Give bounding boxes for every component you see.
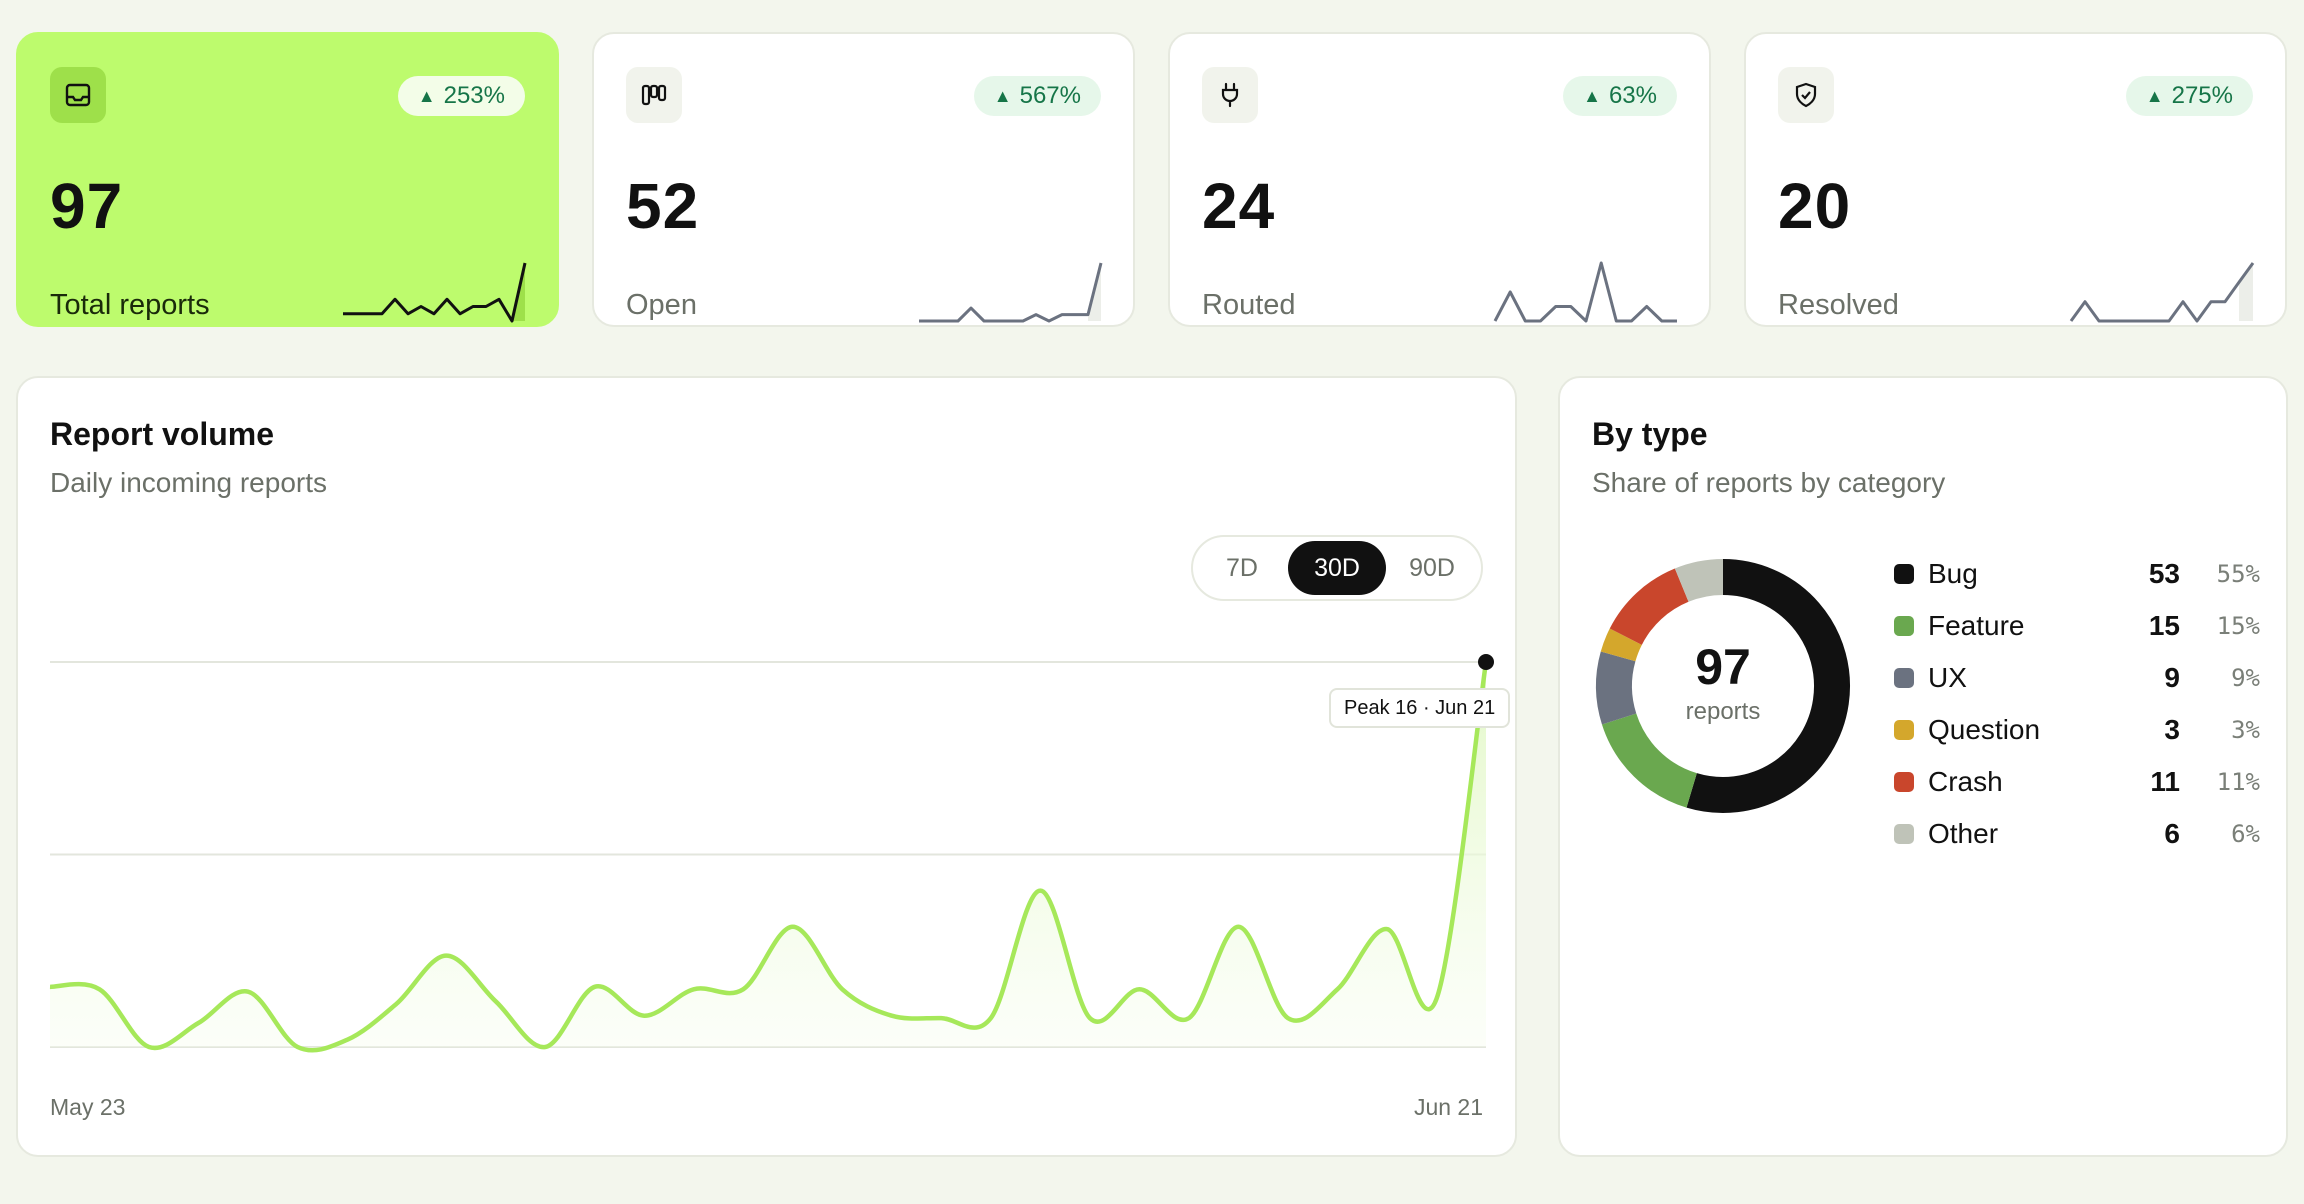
sparkline-line: [343, 262, 527, 323]
up-arrow-icon: ▲: [993, 85, 1012, 106]
volume-line-chart: [49, 654, 1494, 1053]
type-donut-chart: [1596, 559, 1850, 813]
donut-slice-crash[interactable]: [1609, 568, 1690, 646]
range-7d-button[interactable]: 7D: [1226, 553, 1258, 582]
up-arrow-icon: ▲: [417, 85, 436, 106]
stat-card-open[interactable]: ▲ 567% 52 Open: [592, 32, 1135, 327]
legend-swatch: [1894, 616, 1914, 636]
donut-slice-bug[interactable]: [1686, 559, 1850, 813]
kanban-icon: [626, 67, 682, 123]
range-30d-button[interactable]: 30D: [1288, 541, 1386, 595]
up-arrow-icon: ▲: [2145, 85, 2164, 106]
by-type-card: By type Share of reports by category 97 …: [1558, 376, 2288, 1157]
legend-swatch: [1894, 824, 1914, 844]
legend-item-other[interactable]: Other 6 6%: [1894, 814, 2260, 854]
sparkline: [343, 262, 527, 323]
plug-icon: [1202, 67, 1258, 123]
card-title: Report volume: [50, 416, 275, 452]
legend-item-ux[interactable]: UX 9 9%: [1894, 658, 2260, 698]
sparkline: [919, 262, 1103, 323]
shield-check-icon: [1778, 67, 1834, 123]
delta-badge: ▲ 275%: [2125, 76, 2253, 116]
peak-point[interactable]: [1478, 654, 1494, 670]
peak-tooltip: Peak 16 · Jun 21: [1329, 688, 1511, 728]
legend-swatch: [1894, 772, 1914, 792]
card-title: By type: [1592, 416, 1708, 452]
stat-label: Open: [626, 289, 697, 321]
stat-label: Total reports: [50, 289, 210, 321]
delta-badge: ▲ 253%: [397, 76, 525, 116]
area-fill: [50, 662, 1486, 1051]
donut-slice-ux[interactable]: [1596, 651, 1637, 725]
stat-card-total[interactable]: ▲ 253% 97 Total reports: [16, 32, 559, 327]
series-line: [49, 661, 1489, 1053]
stat-label: Resolved: [1778, 289, 1899, 321]
donut-total: 97: [1695, 639, 1751, 695]
legend-swatch: [1894, 668, 1914, 688]
sparkline-line: [1493, 261, 1677, 323]
stat-card-routed[interactable]: ▲ 63% 24 Routed: [1168, 32, 1711, 327]
legend-item-crash[interactable]: Crash 11 11%: [1894, 762, 2260, 802]
legend-item-question[interactable]: Question 3 3%: [1894, 710, 2260, 750]
sparkline-line: [2069, 262, 2255, 323]
delta-badge: ▲ 567%: [973, 76, 1101, 116]
card-subtitle: Share of reports by category: [1592, 467, 1946, 498]
legend-swatch: [1894, 720, 1914, 740]
x-axis-start-label: May 23: [50, 1094, 126, 1120]
card-subtitle: Daily incoming reports: [50, 467, 327, 498]
donut-center: 97 reports: [1593, 556, 1853, 726]
inbox-icon: [50, 67, 106, 123]
legend-item-feature[interactable]: Feature 15 15%: [1894, 606, 2260, 646]
report-volume-card: Report volume Daily incoming reports 7D …: [16, 376, 1517, 1157]
stat-card-resolved[interactable]: ▲ 275% 20 Resolved: [1744, 32, 2287, 327]
sparkline-line: [919, 262, 1103, 323]
legend-item-bug[interactable]: Bug 53 55%: [1894, 554, 2260, 594]
sparkline: [1493, 261, 1677, 323]
donut-slice-feature[interactable]: [1601, 713, 1698, 808]
donut-slice-question[interactable]: [1600, 628, 1643, 662]
stat-value: 24: [1202, 170, 1276, 242]
stat-value: 20: [1778, 170, 1852, 242]
range-selector: 7D 30D 90D: [1191, 535, 1483, 601]
up-arrow-icon: ▲: [1583, 85, 1601, 106]
stat-value: 52: [626, 170, 700, 242]
legend-swatch: [1894, 564, 1914, 584]
donut-slice-other[interactable]: [1674, 559, 1724, 603]
donut-total-label: reports: [1685, 698, 1761, 725]
sparkline: [2069, 262, 2255, 323]
x-axis-end-label: Jun 21: [1413, 1094, 1483, 1120]
stat-value: 97: [50, 170, 124, 242]
range-90d-button[interactable]: 90D: [1409, 553, 1455, 582]
delta-badge: ▲ 63%: [1563, 76, 1677, 116]
stat-label: Routed: [1202, 289, 1296, 321]
